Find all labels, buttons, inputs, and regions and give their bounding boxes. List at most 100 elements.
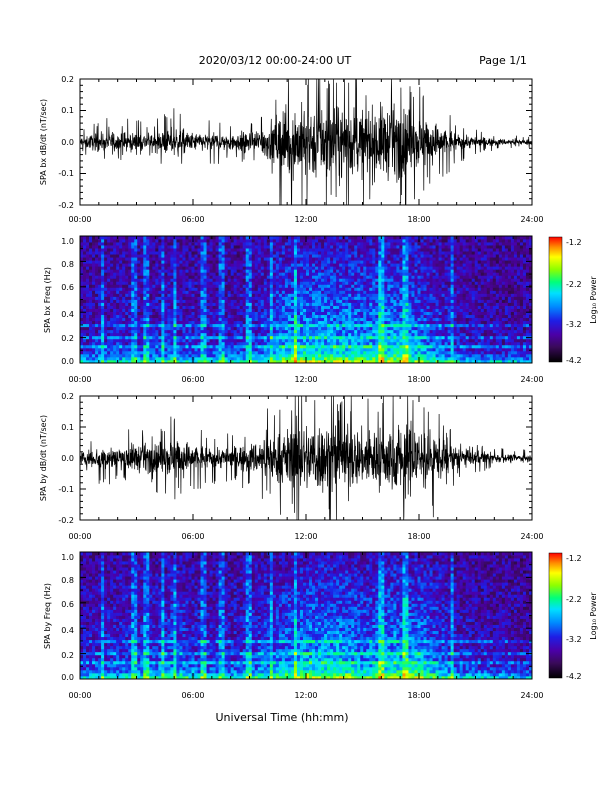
spectrogram-cell	[408, 332, 412, 337]
spectrogram-cell	[278, 278, 283, 282]
spectrogram-cell	[224, 359, 229, 364]
spectrogram-cell	[188, 272, 192, 276]
spectrogram-cell	[299, 338, 304, 343]
spectrogram-cell	[149, 275, 153, 279]
spectrogram-cell	[426, 335, 430, 340]
spectrogram-cell	[251, 311, 256, 316]
spectrogram-cell	[411, 284, 415, 288]
spectrogram-cell	[272, 251, 277, 255]
spectrogram-cell	[209, 290, 213, 294]
spectrogram-cell	[330, 320, 334, 325]
spectrogram-cell	[203, 275, 207, 279]
spectrogram-cell	[212, 323, 216, 328]
spectrogram-cell	[402, 272, 406, 276]
spectrogram-cell	[351, 242, 355, 246]
spectrogram-cell	[299, 359, 304, 364]
spectrogram-cell	[257, 341, 262, 346]
spectrogram-cell	[242, 275, 247, 279]
spectrogram-cell	[387, 293, 391, 297]
spectrogram-cell	[278, 287, 283, 291]
spectrogram-cell	[263, 320, 268, 325]
spectrogram-cell	[149, 248, 153, 252]
spectrogram-cell	[188, 278, 192, 282]
spectrogram-cell	[149, 335, 153, 340]
spectrogram-cell	[158, 326, 162, 331]
spectrogram-cell	[209, 236, 213, 240]
spectrogram-cell	[327, 263, 331, 267]
spectrogram-cell	[107, 284, 111, 288]
spectrogram-cell	[417, 266, 421, 270]
spectrogram-cell	[254, 287, 259, 291]
spectrogram-cell	[191, 275, 195, 279]
spectrogram-cell	[339, 311, 343, 316]
spectrogram-cell	[95, 284, 99, 288]
spectrogram-cell	[218, 302, 223, 306]
spectrogram-cell	[269, 320, 274, 325]
spectrogram-cell	[95, 269, 99, 273]
spectrogram-cell	[312, 269, 316, 273]
spectrogram-cell	[212, 260, 216, 264]
spectrogram-cell	[405, 245, 409, 249]
spectrogram-cell	[92, 344, 96, 349]
spectrogram-cell	[372, 326, 376, 331]
spectrogram-cell	[245, 314, 250, 319]
spectrogram-cell	[98, 260, 102, 264]
spectrogram-cell	[194, 320, 198, 325]
spectrogram-cell	[372, 248, 376, 252]
spectrogram-cell	[167, 254, 171, 258]
spectrogram-cell	[396, 287, 400, 291]
spectrogram-cell	[179, 239, 183, 243]
spectrogram-cell	[224, 251, 229, 255]
spectrogram-cell	[143, 356, 147, 361]
spectrogram-cell	[224, 263, 229, 267]
spectrogram-cell	[197, 272, 201, 276]
spectrogram-cell	[95, 353, 99, 358]
spectrogram-cell	[272, 281, 277, 285]
spectrogram-cell	[245, 278, 250, 282]
spectrogram-cell	[161, 326, 165, 331]
spectrogram-cell	[393, 281, 397, 285]
spectrogram-cell	[128, 302, 132, 306]
spectrogram-cell	[354, 263, 358, 267]
spectrogram-cell	[80, 344, 84, 349]
spectrogram-cell	[119, 299, 123, 303]
spectrogram-cell	[110, 317, 114, 322]
spectrogram-cell	[236, 299, 241, 303]
spectrogram-cell	[152, 284, 156, 288]
spectrogram-cell	[107, 278, 111, 282]
spectrogram-cell	[354, 326, 358, 331]
spectrogram-cell	[218, 296, 223, 300]
spectrogram-cell	[366, 341, 370, 346]
spectrogram-cell	[188, 266, 192, 270]
spectrogram-cell	[363, 299, 367, 303]
spectrogram-cell	[333, 251, 337, 255]
spectrogram-cell	[95, 251, 99, 255]
spectrogram-cell	[266, 353, 271, 358]
spectrogram-cell	[402, 302, 406, 306]
spectrogram-cell	[339, 287, 343, 291]
spectrogram-cell	[161, 236, 165, 240]
spectrogram-cell	[143, 323, 147, 328]
spectrogram-cell	[420, 296, 424, 300]
spectrogram-cell	[302, 347, 307, 352]
spectrogram-cell	[375, 254, 379, 258]
spectrogram-cell	[315, 284, 319, 288]
spectrogram-cell	[119, 302, 123, 306]
spectrogram-cell	[110, 251, 114, 255]
spectrogram-cell	[95, 293, 99, 297]
spectrogram-cell	[266, 347, 271, 352]
spectrogram-cell	[351, 245, 355, 249]
spectrogram-cell	[185, 311, 189, 316]
spectrogram-cell	[134, 311, 138, 316]
spectrogram-cell	[83, 314, 87, 319]
spectrogram-cell	[360, 341, 364, 346]
spectrogram-cell	[95, 239, 99, 243]
spectrogram-cell	[221, 332, 226, 337]
spectrogram-cell	[125, 311, 129, 316]
spectrogram-cell	[315, 335, 319, 340]
spectrogram-cell	[372, 257, 376, 261]
spectrogram-cell	[128, 335, 132, 340]
spectrogram-cell	[321, 242, 325, 246]
spectrogram-cell	[336, 323, 340, 328]
spectrogram-cell	[296, 302, 301, 306]
